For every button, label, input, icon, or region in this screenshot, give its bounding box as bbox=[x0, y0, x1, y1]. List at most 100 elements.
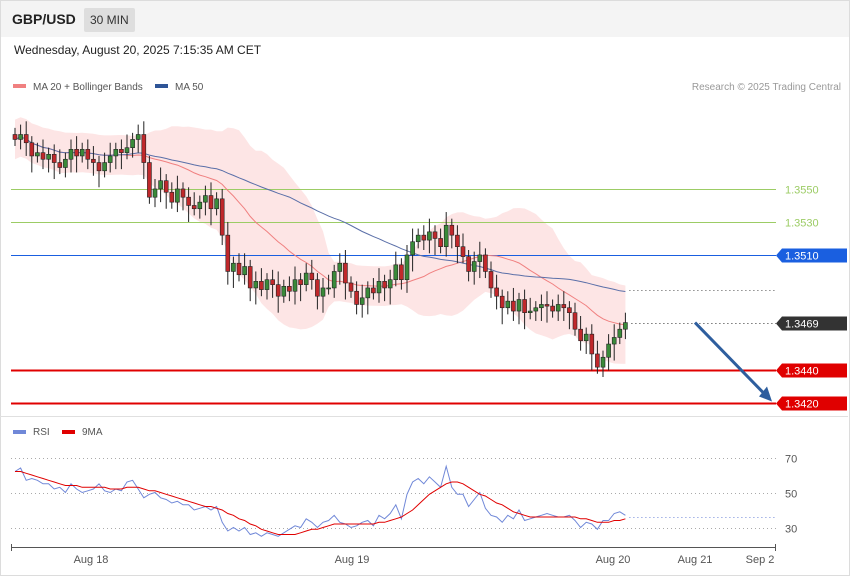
level-label-1.3550: 1.3550 bbox=[785, 185, 819, 197]
candle-body bbox=[79, 149, 85, 157]
timeframe-badge[interactable]: 30 MIN bbox=[84, 8, 135, 32]
rsi-ma-legend-label: 9MA bbox=[82, 427, 103, 438]
candle-body bbox=[74, 149, 79, 157]
timestamp: Wednesday, August 20, 2025 7:15:35 AM CE… bbox=[14, 43, 262, 57]
candle-body bbox=[359, 297, 365, 305]
candle-body bbox=[589, 333, 595, 355]
candle-body bbox=[29, 142, 35, 157]
level-tag-1.3420 bbox=[776, 396, 847, 411]
x-tick-label: Aug 21 bbox=[678, 554, 713, 566]
ma20-legend-swatch bbox=[13, 84, 26, 88]
candle-body bbox=[130, 139, 135, 148]
candle-body bbox=[600, 356, 606, 368]
candle-body bbox=[331, 271, 337, 289]
candle-body bbox=[141, 134, 147, 163]
candle-body bbox=[152, 188, 158, 198]
x-tick-label: Aug 18 bbox=[74, 554, 109, 566]
candle-body bbox=[46, 154, 51, 160]
candle-body bbox=[57, 162, 63, 168]
candle-body bbox=[466, 256, 471, 272]
candle-body bbox=[371, 287, 376, 294]
candle-body bbox=[623, 322, 628, 330]
candle-body bbox=[158, 180, 163, 190]
candle-body bbox=[337, 262, 343, 272]
candle-body bbox=[18, 134, 23, 140]
candle-body bbox=[51, 154, 57, 163]
candle-body bbox=[225, 234, 231, 272]
copyright-text: Research © 2025 Trading Central bbox=[692, 82, 841, 93]
candle-body bbox=[219, 198, 225, 236]
level-label-1.3530: 1.3530 bbox=[785, 218, 819, 230]
candle-body bbox=[107, 155, 113, 163]
forecast-arrow-head bbox=[759, 386, 772, 402]
candle-body bbox=[309, 272, 315, 281]
candle-body bbox=[516, 299, 522, 312]
candle-body bbox=[432, 231, 438, 239]
candle-body bbox=[499, 295, 505, 309]
rsi-legend-swatch bbox=[13, 430, 26, 434]
rsi-level-label-30: 30 bbox=[785, 524, 797, 536]
rsi-level-label-70: 70 bbox=[785, 454, 797, 466]
candle-body bbox=[376, 281, 382, 294]
candle-body bbox=[410, 241, 415, 256]
candle-body bbox=[477, 254, 483, 262]
candle-body bbox=[365, 287, 371, 299]
candle-body bbox=[12, 134, 18, 140]
candle-body bbox=[527, 310, 533, 313]
candle-body bbox=[443, 224, 449, 248]
x-tick-label: Aug 19 bbox=[335, 554, 370, 566]
level-label-1.3440: 1.3440 bbox=[785, 366, 819, 378]
candle-body bbox=[348, 282, 354, 292]
candle-body bbox=[595, 353, 600, 368]
candle-body bbox=[578, 328, 583, 342]
candle-body bbox=[169, 191, 175, 203]
candle-body bbox=[611, 337, 617, 345]
candle-body bbox=[275, 284, 281, 297]
candle-body bbox=[180, 188, 186, 198]
candle-body bbox=[270, 279, 275, 285]
candle-body bbox=[404, 254, 410, 280]
candle-body bbox=[68, 149, 74, 160]
candle-body bbox=[214, 198, 219, 210]
candle-body bbox=[23, 134, 29, 144]
candle-body bbox=[264, 279, 270, 290]
candle-body bbox=[572, 312, 578, 330]
candle-body bbox=[488, 271, 494, 289]
candle-body bbox=[191, 205, 197, 210]
candle-body bbox=[63, 158, 68, 168]
candle-body bbox=[494, 287, 499, 297]
candle-body bbox=[303, 272, 309, 285]
candle-body bbox=[91, 158, 96, 163]
candle-body bbox=[236, 262, 242, 276]
rsi-panel: 70 50 30 bbox=[11, 454, 797, 537]
candle-body bbox=[197, 201, 203, 210]
level-tag-1.3440 bbox=[776, 363, 847, 378]
candle-body bbox=[203, 195, 208, 203]
candle-body bbox=[561, 304, 567, 309]
candle-body bbox=[35, 152, 40, 157]
candle-body bbox=[186, 196, 191, 206]
level-label-1.3420: 1.3420 bbox=[785, 399, 819, 411]
candle-body bbox=[281, 285, 287, 297]
candle-body bbox=[320, 287, 326, 297]
candle-body bbox=[483, 254, 488, 272]
candle-body bbox=[287, 285, 292, 292]
candle-body bbox=[449, 224, 455, 236]
forecast-arrow bbox=[693, 321, 772, 402]
candle-body bbox=[315, 279, 320, 297]
candle-body bbox=[124, 147, 130, 153]
candle-body bbox=[259, 281, 264, 290]
bollinger-band-area bbox=[15, 117, 626, 364]
candle-body bbox=[455, 234, 460, 247]
rsi-ma-line bbox=[15, 471, 626, 535]
level-label-1.3510: 1.3510 bbox=[785, 251, 819, 263]
candle-body bbox=[427, 231, 432, 241]
candle-body bbox=[382, 281, 387, 289]
bollinger-band bbox=[15, 117, 626, 364]
forecast-arrow-shaft bbox=[693, 321, 766, 395]
candle-body bbox=[147, 162, 152, 198]
candle-body bbox=[522, 299, 527, 313]
candles bbox=[12, 121, 628, 378]
